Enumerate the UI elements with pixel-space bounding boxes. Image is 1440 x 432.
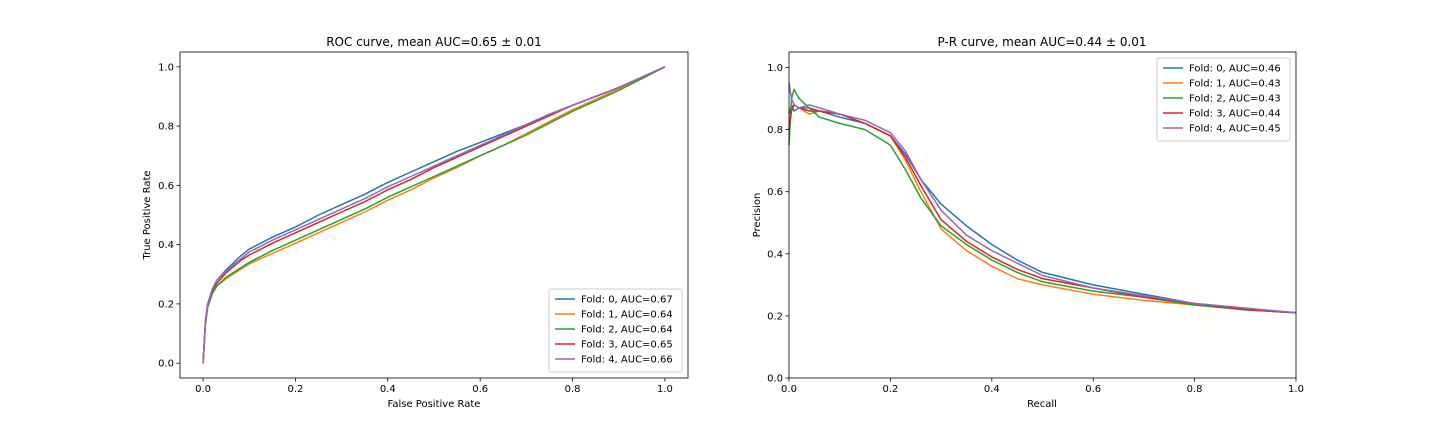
roc-legend-label: Fold: 2, AUC=0.64 [581, 325, 673, 336]
pr-y-tick-label: 0.0 [767, 374, 783, 385]
roc-y-axis-label: True Positive Rate [142, 170, 153, 260]
pr-y-tick-label: 0.6 [767, 187, 783, 198]
roc-legend-label: Fold: 1, AUC=0.64 [581, 310, 673, 321]
roc-y-tick-label: 0.8 [158, 122, 174, 133]
pr-y-tick-label: 0.4 [767, 249, 783, 260]
roc-y-tick-label: 1.0 [158, 62, 174, 73]
roc-legend-label: Fold: 4, AUC=0.66 [581, 355, 673, 366]
pr-legend: Fold: 0, AUC=0.46 Fold: 1, AUC=0.43 Fold: … [1156, 57, 1291, 142]
pr-chart-title: P-R curve, mean AUC=0.44 ± 0.01 [937, 35, 1146, 49]
pr-x-tick-label: 0.2 [882, 384, 898, 395]
roc-chart: ROC curve, mean AUC=0.65 ± 0.01 0.0 0.2 0.… [142, 35, 689, 410]
pr-x-axis-ticks: 0.0 0.2 0.4 0.6 0.8 1.0 [781, 378, 1304, 395]
roc-y-tick-label: 0.6 [158, 181, 174, 192]
pr-y-axis-ticks: 0.0 0.2 0.4 0.6 0.8 1.0 [767, 63, 789, 385]
roc-y-axis-ticks: 0.0 0.2 0.4 0.6 0.8 1.0 [158, 62, 180, 370]
roc-x-tick-label: 0.0 [195, 384, 211, 395]
roc-x-tick-label: 0.2 [288, 384, 304, 395]
pr-chart: P-R curve, mean AUC=0.44 ± 0.01 0.0 0.2 0.… [752, 35, 1304, 410]
pr-y-tick-label: 0.2 [767, 311, 783, 322]
pr-series-line-fold-4 [788, 82, 1297, 314]
pr-series-line-fold-1 [788, 104, 1297, 314]
pr-plot-area [788, 51, 1297, 379]
roc-legend-label: Fold: 3, AUC=0.65 [581, 340, 673, 351]
roc-y-tick-label: 0.0 [158, 359, 174, 370]
roc-chart-title: ROC curve, mean AUC=0.65 ± 0.01 [326, 35, 542, 49]
pr-x-tick-label: 0.4 [984, 384, 1000, 395]
roc-x-tick-label: 0.6 [472, 384, 488, 395]
pr-series-line-fold-3 [788, 104, 1297, 314]
roc-legend-label: Fold: 0, AUC=0.67 [581, 295, 673, 306]
roc-legend-box [548, 288, 683, 373]
roc-x-axis-ticks: 0.0 0.2 0.4 0.6 0.8 1.0 [195, 378, 673, 395]
pr-x-tick-label: 0.8 [1187, 384, 1203, 395]
pr-legend-box [1156, 57, 1291, 142]
pr-legend-label: Fold: 1, AUC=0.43 [1189, 79, 1281, 90]
roc-series-line-fold-4 [202, 66, 666, 364]
roc-x-axis-label: False Positive Rate [388, 399, 481, 410]
pr-legend-label: Fold: 2, AUC=0.43 [1189, 94, 1281, 105]
pr-x-tick-label: 1.0 [1288, 384, 1304, 395]
roc-y-tick-label: 0.2 [158, 299, 174, 310]
pr-x-tick-label: 0.6 [1085, 384, 1101, 395]
pr-legend-label: Fold: 4, AUC=0.45 [1189, 124, 1281, 135]
pr-x-axis-label: Recall [1027, 399, 1057, 410]
roc-series-line-fold-2 [202, 66, 666, 364]
pr-y-tick-label: 0.8 [767, 125, 783, 136]
roc-x-tick-label: 0.4 [380, 384, 396, 395]
roc-x-tick-label: 1.0 [657, 384, 673, 395]
pr-legend-label: Fold: 0, AUC=0.46 [1189, 64, 1281, 75]
pr-series-line-fold-2 [788, 88, 1297, 314]
pr-legend-label: Fold: 3, AUC=0.44 [1189, 109, 1281, 120]
roc-y-tick-label: 0.4 [158, 240, 174, 251]
pr-y-tick-label: 1.0 [767, 63, 783, 74]
pr-x-tick-label: 0.0 [781, 384, 797, 395]
pr-axes-frame [788, 51, 1297, 379]
pr-y-axis-label: Precision [752, 193, 763, 238]
roc-legend: Fold: 0, AUC=0.67 Fold: 1, AUC=0.64 Fold: … [548, 288, 683, 373]
roc-plot-area [179, 51, 689, 379]
roc-axes-frame [179, 51, 689, 379]
roc-x-tick-label: 0.8 [565, 384, 581, 395]
